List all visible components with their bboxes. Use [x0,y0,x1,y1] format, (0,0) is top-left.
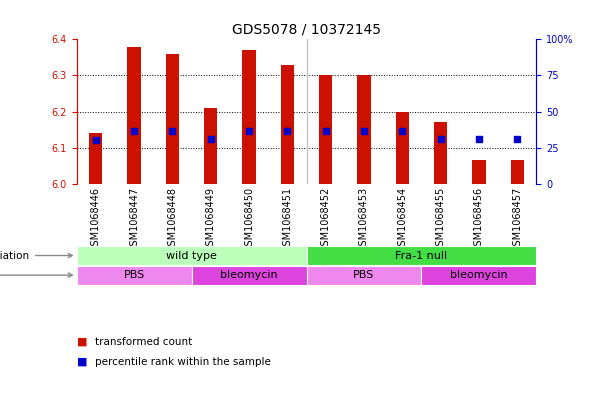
Point [244,128,254,134]
Point [167,128,177,134]
Bar [395,112,409,184]
Text: percentile rank within the sample: percentile rank within the sample [95,356,271,367]
Text: ■: ■ [77,337,87,347]
Text: bleomycin: bleomycin [220,270,278,280]
Text: bleomycin: bleomycin [450,270,508,280]
Text: GSM1068453: GSM1068453 [359,187,369,252]
Text: GSM1068447: GSM1068447 [129,187,139,252]
Text: Fra-1 null: Fra-1 null [395,250,447,261]
Text: PBS: PBS [353,270,375,280]
Text: PBS: PBS [123,270,145,280]
Text: wild type: wild type [166,250,217,261]
Bar [511,160,524,184]
Point [91,137,101,143]
Bar [89,133,102,184]
Bar [204,108,218,184]
Text: ■: ■ [77,356,87,367]
FancyBboxPatch shape [77,266,191,285]
Text: GSM1068451: GSM1068451 [283,187,292,252]
Bar [357,75,371,184]
FancyBboxPatch shape [306,266,422,285]
Text: GSM1068446: GSM1068446 [91,187,101,252]
FancyBboxPatch shape [191,266,306,285]
Text: genotype/variation: genotype/variation [0,250,72,261]
Point [129,128,139,134]
Bar [166,54,179,184]
FancyBboxPatch shape [306,246,536,265]
Bar [242,50,256,184]
Bar [319,75,332,184]
Point [321,128,330,134]
Bar [472,160,485,184]
Bar [128,46,141,184]
Text: GSM1068457: GSM1068457 [512,187,522,252]
FancyBboxPatch shape [422,266,536,285]
Bar [281,64,294,184]
Text: GSM1068454: GSM1068454 [397,187,407,252]
Text: GSM1068452: GSM1068452 [321,187,330,252]
Point [512,136,522,142]
Text: GSM1068455: GSM1068455 [436,187,446,252]
FancyBboxPatch shape [77,246,306,265]
Text: GSM1068448: GSM1068448 [167,187,177,252]
Point [359,128,369,134]
Point [436,136,446,142]
Text: GSM1068449: GSM1068449 [206,187,216,252]
Point [474,136,484,142]
Text: GSM1068456: GSM1068456 [474,187,484,252]
Text: GSM1068450: GSM1068450 [244,187,254,252]
Point [397,128,407,134]
Point [206,136,216,142]
Title: GDS5078 / 10372145: GDS5078 / 10372145 [232,23,381,37]
Bar [434,122,447,184]
Text: agent: agent [0,270,72,280]
Point [283,128,292,134]
Text: transformed count: transformed count [95,337,192,347]
